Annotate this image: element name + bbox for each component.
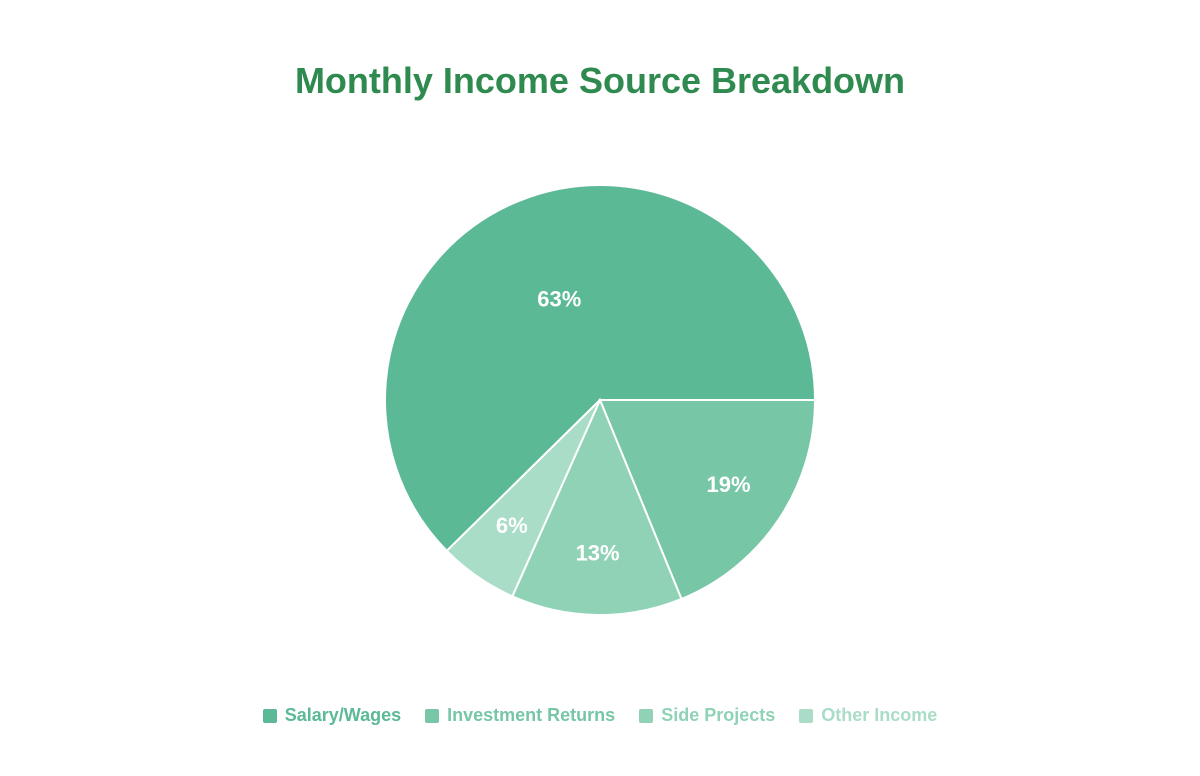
legend-swatch <box>263 709 277 723</box>
legend-swatch <box>639 709 653 723</box>
legend-label: Investment Returns <box>447 705 615 726</box>
legend-item: Salary/Wages <box>263 705 401 726</box>
legend-item: Investment Returns <box>425 705 615 726</box>
legend-swatch <box>425 709 439 723</box>
legend-item: Other Income <box>799 705 937 726</box>
legend-label: Salary/Wages <box>285 705 401 726</box>
pie-slice-label: 63% <box>537 286 581 311</box>
pie-slice-label: 13% <box>576 541 620 566</box>
pie-svg: 63% 19% 13% 6% <box>0 0 1200 771</box>
legend-label: Other Income <box>821 705 937 726</box>
chart-root: Monthly Income Source Breakdown 63%19%13… <box>0 0 1200 771</box>
pie-chart: 63% 19% 13% 6% <box>0 0 1200 776</box>
legend-label: Side Projects <box>661 705 775 726</box>
legend-swatch <box>799 709 813 723</box>
pie-slice-label: 6% <box>496 513 528 538</box>
legend: Salary/Wages Investment Returns Side Proje… <box>0 705 1200 726</box>
legend-item: Side Projects <box>639 705 775 726</box>
pie-slice-label: 19% <box>707 472 751 497</box>
